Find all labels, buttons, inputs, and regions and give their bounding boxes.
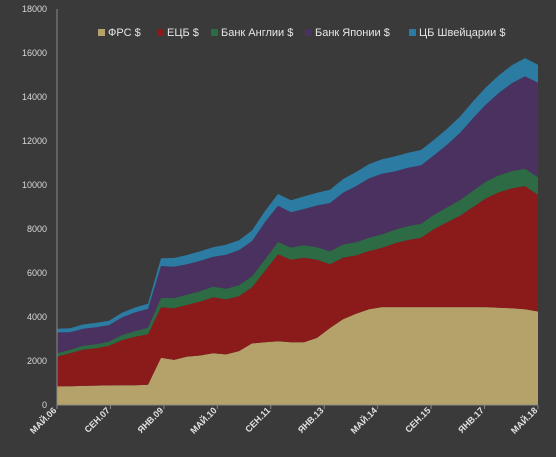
legend-swatch bbox=[98, 29, 105, 36]
y-tick-label: 12000 bbox=[22, 136, 47, 146]
y-tick-label: 8000 bbox=[27, 224, 47, 234]
series-area-1 bbox=[57, 186, 538, 387]
x-tick-label: СЕН.11 bbox=[243, 405, 272, 434]
legend-label: ЕЦБ $ bbox=[167, 27, 199, 39]
legend-label: Банк Японии $ bbox=[315, 27, 390, 39]
series-area-3 bbox=[57, 76, 538, 354]
x-tick-label: МАЙ.18 bbox=[508, 405, 539, 436]
y-tick-label: 4000 bbox=[27, 312, 47, 322]
legend-label: ФРС $ bbox=[108, 27, 141, 39]
series-area-4 bbox=[57, 58, 538, 333]
y-tick-label: 18000 bbox=[22, 4, 47, 14]
y-tick-label: 0 bbox=[42, 400, 47, 410]
legend-swatch bbox=[211, 29, 218, 36]
x-tick-label: МАЙ.10 bbox=[188, 405, 219, 436]
x-tick-label: МАЙ.14 bbox=[348, 405, 379, 436]
legend: ФРС $ ЕЦБ $ Банк Англии $ Банк Японии $ ЦБ Ш… bbox=[98, 27, 505, 39]
x-tick-label: СЕН.07 bbox=[83, 405, 112, 434]
x-tick-label: ЯНВ.17 bbox=[456, 405, 486, 435]
legend-swatch bbox=[305, 29, 312, 36]
legend-swatch bbox=[409, 29, 416, 36]
x-tick-label: ЯНВ.09 bbox=[136, 405, 166, 435]
y-tick-label: 14000 bbox=[22, 92, 47, 102]
x-tick-label: СЕН.15 bbox=[403, 405, 432, 434]
x-tick-label: ЯНВ.13 bbox=[296, 405, 326, 435]
series-area-2 bbox=[57, 168, 538, 357]
legend-label: ЦБ Швейцарии $ bbox=[419, 27, 505, 39]
y-tick-label: 16000 bbox=[22, 48, 47, 58]
y-tick-label: 2000 bbox=[27, 356, 47, 366]
legend-label: Банк Англии $ bbox=[221, 27, 293, 39]
legend-swatch bbox=[157, 29, 164, 36]
y-tick-label: 6000 bbox=[27, 268, 47, 278]
area-layer bbox=[57, 58, 538, 405]
y-tick-label: 10000 bbox=[22, 180, 47, 190]
series-area-0 bbox=[57, 307, 538, 405]
